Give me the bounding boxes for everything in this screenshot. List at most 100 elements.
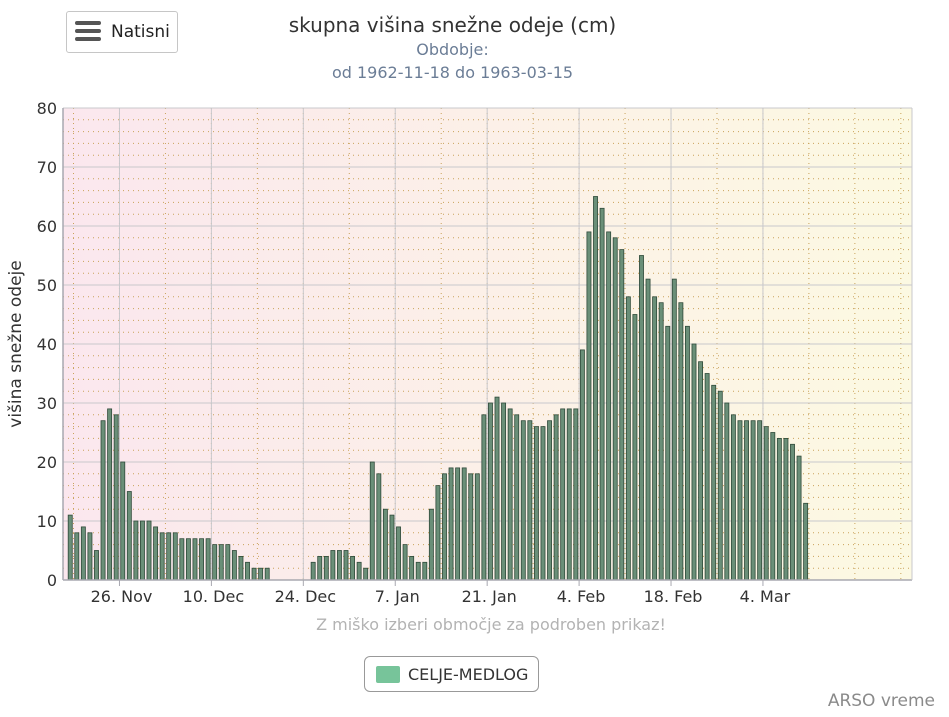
bar [363, 567, 369, 581]
bar [711, 384, 717, 581]
bar [231, 550, 237, 581]
bar [599, 207, 605, 581]
hamburger-icon [75, 21, 101, 41]
bar [763, 426, 769, 581]
chart-subtitle-period-range: od 1962-11-18 do 1963-03-15 [331, 63, 574, 82]
bar [80, 526, 86, 581]
y-tick-label: 40 [37, 335, 57, 354]
bar [520, 420, 526, 581]
x-tick-label: 21. Jan [462, 587, 517, 606]
x-tick-label: 7. Jan [375, 587, 420, 606]
bar [645, 278, 651, 581]
chart-title: skupna višina snežne odeje (cm) [288, 13, 617, 37]
bar [251, 567, 257, 581]
credits-link[interactable]: ARSO vreme [827, 691, 935, 711]
bar [730, 414, 736, 581]
bar [396, 526, 401, 581]
bar [218, 544, 224, 581]
bar [422, 561, 428, 581]
bar [389, 514, 395, 581]
bar [501, 402, 507, 581]
bar [435, 485, 441, 581]
zoom-hint: Z miško izberi območje za podroben prika… [316, 615, 666, 634]
bar [74, 532, 80, 581]
bar [67, 514, 73, 581]
y-tick-label: 10 [37, 512, 57, 531]
x-tick-label: 10. Dec [183, 587, 245, 606]
bar [560, 408, 566, 581]
bar [461, 467, 467, 581]
bar [632, 314, 638, 581]
bar [573, 408, 579, 581]
bar [678, 302, 684, 581]
bar [776, 437, 782, 581]
bar [310, 561, 316, 581]
bar [606, 231, 612, 581]
bar [409, 556, 415, 581]
bar [704, 373, 710, 581]
bar [343, 550, 349, 581]
bar [671, 278, 677, 581]
bar [382, 508, 388, 581]
bar [770, 432, 776, 581]
bar [665, 325, 671, 581]
bar [146, 520, 152, 581]
bar [790, 443, 795, 581]
chart-subtitle-period-label: Obdobje: [416, 40, 489, 59]
bar [494, 396, 500, 581]
y-axis-ticks: 0 10 20 30 40 50 60 70 80 [37, 99, 57, 590]
legend-item-celje-medlog[interactable]: CELJE-MEDLOG [364, 656, 539, 692]
bar [547, 420, 552, 581]
bar [153, 526, 159, 581]
bar [540, 426, 546, 581]
bar [100, 420, 106, 581]
bar [415, 561, 421, 581]
bar [783, 437, 789, 581]
bar [192, 538, 198, 581]
bar [172, 532, 178, 581]
bar [336, 550, 342, 581]
bar [225, 544, 231, 581]
bar [658, 302, 664, 581]
bar [468, 473, 474, 581]
bar [120, 461, 126, 581]
bar [166, 532, 172, 581]
y-tick-label: 80 [37, 99, 57, 118]
bar [750, 420, 756, 581]
bar [238, 556, 244, 581]
bar [625, 296, 631, 581]
x-axis-ticks: 26. Nov 10. Dec 24. Dec 7. Jan 21. Jan 4. Feb… [91, 580, 791, 606]
print-menu-button[interactable]: Natisni [66, 11, 178, 53]
bar [133, 520, 139, 581]
bar [652, 296, 658, 581]
bar [533, 426, 539, 581]
bar [264, 567, 270, 581]
bar [612, 237, 618, 581]
bar [566, 408, 572, 581]
bar [717, 390, 723, 581]
y-tick-label: 70 [37, 158, 57, 177]
bar [258, 567, 264, 581]
bar [442, 473, 447, 581]
x-tick-label: 4. Feb [557, 587, 606, 606]
bar [744, 420, 749, 581]
bar [514, 414, 520, 581]
legend-label: CELJE-MEDLOG [408, 665, 529, 684]
bar [126, 491, 132, 581]
x-tick-label: 24. Dec [275, 587, 337, 606]
bar [481, 414, 487, 581]
bar [356, 561, 362, 581]
y-tick-label: 60 [37, 217, 57, 236]
bar [639, 255, 644, 581]
bar [586, 231, 592, 581]
bar [448, 467, 454, 581]
bar [107, 408, 113, 581]
bar [350, 556, 356, 581]
bar [376, 473, 382, 581]
bar [737, 420, 743, 581]
bar [199, 538, 204, 581]
x-tick-label: 26. Nov [91, 587, 153, 606]
bar [474, 473, 480, 581]
print-button-label: Natisni [111, 22, 170, 42]
